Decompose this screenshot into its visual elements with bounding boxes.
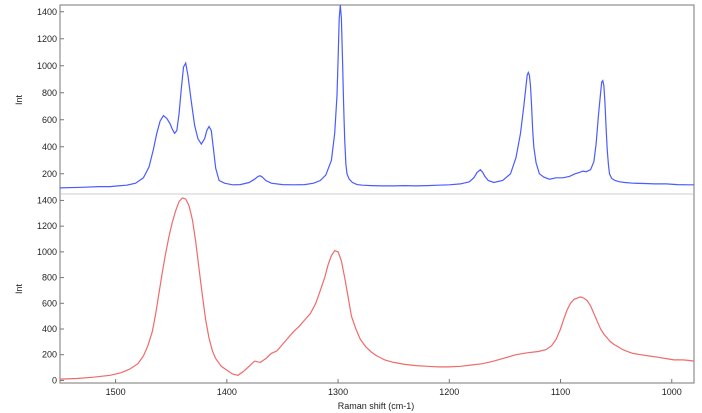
top-y-tick-label: 1000 (37, 61, 57, 71)
top-y-ticks: 200 400 600 800 1000 1200 1400 (37, 7, 64, 179)
x-axis-label: Raman shift (cm-1) (338, 401, 415, 411)
x-tick-label: 1500 (106, 387, 126, 397)
top-y-tick-label: 600 (42, 115, 57, 125)
bottom-y-axis-label: Int (14, 284, 24, 295)
bottom-y-tick-label: 0 (52, 375, 57, 385)
x-tick-label: 1300 (328, 387, 348, 397)
top-y-tick-label: 200 (42, 169, 57, 179)
x-tick-label: 1100 (551, 387, 570, 397)
top-y-tick-label: 1400 (37, 7, 57, 17)
x-ticks: 1500 1400 1300 1200 1100 1000 (106, 379, 682, 397)
top-y-tick-label: 400 (42, 142, 57, 152)
bottom-y-tick-label: 200 (42, 350, 57, 360)
bottom-y-tick-label: 1200 (37, 221, 57, 231)
bottom-y-tick-label: 1000 (37, 247, 57, 257)
bottom-y-tick-label: 800 (42, 273, 57, 283)
top-y-axis-label: Int (14, 95, 24, 106)
x-tick-label: 1000 (662, 387, 682, 397)
red-spectrum-line (59, 197, 695, 380)
bottom-y-tick-label: 1400 (37, 195, 57, 205)
bottom-y-ticks: 0 200 400 600 800 1000 1200 1400 (37, 195, 64, 385)
bottom-y-tick-label: 600 (42, 298, 57, 308)
x-tick-label: 1200 (439, 387, 459, 397)
x-tick-label: 1400 (217, 387, 237, 397)
blue-spectrum-line (59, 4, 694, 189)
top-y-tick-label: 800 (42, 88, 57, 98)
bottom-y-tick-label: 400 (42, 324, 57, 334)
top-y-tick-label: 1200 (37, 34, 57, 44)
